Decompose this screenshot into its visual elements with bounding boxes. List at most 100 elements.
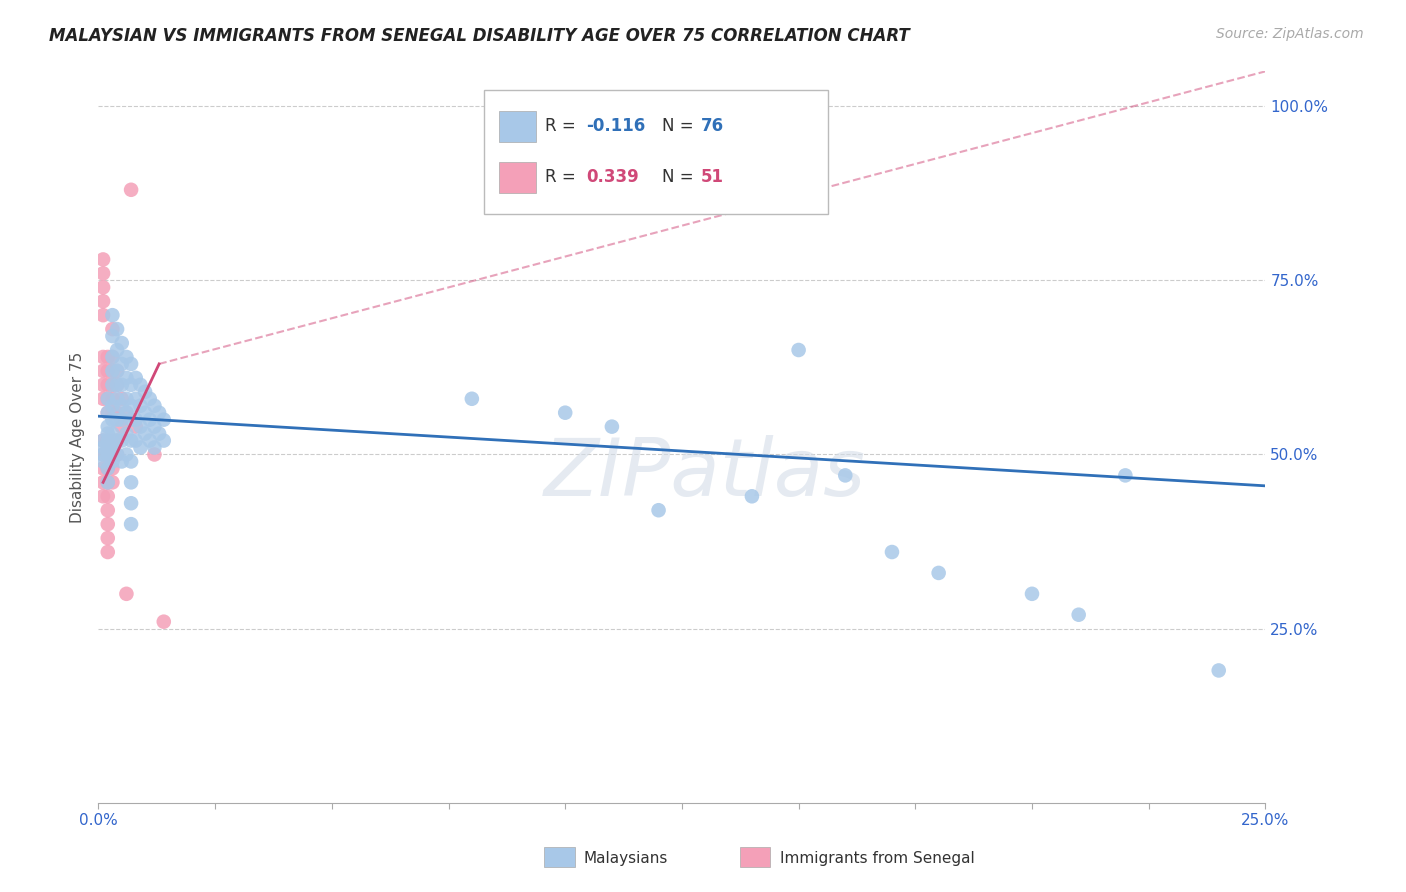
Point bbox=[91, 364, 114, 378]
Point bbox=[101, 392, 124, 406]
Point bbox=[97, 448, 120, 462]
Point bbox=[120, 475, 142, 490]
Text: 76: 76 bbox=[700, 117, 724, 136]
FancyBboxPatch shape bbox=[484, 90, 828, 214]
Point bbox=[125, 412, 148, 426]
Text: N =: N = bbox=[662, 169, 699, 186]
Point bbox=[91, 266, 114, 280]
Point bbox=[741, 489, 763, 503]
Point bbox=[148, 406, 170, 420]
Point bbox=[97, 441, 120, 455]
Point bbox=[134, 406, 156, 420]
Point bbox=[101, 377, 124, 392]
Point bbox=[97, 448, 120, 462]
Point bbox=[91, 448, 114, 462]
Point bbox=[91, 448, 114, 462]
Text: Malaysians: Malaysians bbox=[583, 851, 668, 865]
Point bbox=[111, 454, 134, 468]
Y-axis label: Disability Age Over 75: Disability Age Over 75 bbox=[69, 351, 84, 523]
Point bbox=[120, 517, 142, 532]
Point bbox=[105, 377, 128, 392]
Point bbox=[647, 503, 669, 517]
Point bbox=[105, 377, 128, 392]
Text: Source: ZipAtlas.com: Source: ZipAtlas.com bbox=[1216, 27, 1364, 41]
Point bbox=[101, 406, 124, 420]
Point bbox=[91, 461, 114, 475]
Point bbox=[101, 454, 124, 468]
Point bbox=[139, 412, 162, 426]
Point bbox=[120, 496, 142, 510]
Text: -0.116: -0.116 bbox=[586, 117, 645, 136]
Point bbox=[97, 475, 120, 490]
Point bbox=[97, 475, 120, 490]
Point bbox=[91, 350, 114, 364]
Point bbox=[105, 343, 128, 357]
Point bbox=[97, 531, 120, 545]
Point bbox=[97, 419, 120, 434]
Point bbox=[97, 392, 120, 406]
Point bbox=[120, 399, 142, 413]
Text: 0.339: 0.339 bbox=[586, 169, 638, 186]
Point bbox=[143, 419, 166, 434]
Point bbox=[115, 350, 138, 364]
Point bbox=[105, 406, 128, 420]
Point bbox=[105, 448, 128, 462]
Point bbox=[111, 434, 134, 448]
Point bbox=[120, 357, 142, 371]
Point bbox=[101, 434, 124, 448]
FancyBboxPatch shape bbox=[499, 111, 536, 142]
Point bbox=[91, 252, 114, 267]
Point bbox=[115, 392, 138, 406]
Text: N =: N = bbox=[662, 117, 699, 136]
Point bbox=[101, 461, 124, 475]
Point bbox=[111, 392, 134, 406]
Point bbox=[129, 399, 152, 413]
Point bbox=[97, 434, 120, 448]
Point bbox=[1067, 607, 1090, 622]
Point bbox=[91, 454, 114, 468]
Point bbox=[91, 392, 114, 406]
Point bbox=[97, 461, 120, 475]
Point bbox=[101, 475, 124, 490]
Point bbox=[97, 364, 120, 378]
Point bbox=[101, 426, 124, 441]
Point bbox=[97, 461, 120, 475]
Point bbox=[152, 412, 174, 426]
Point bbox=[91, 441, 114, 455]
Point bbox=[101, 350, 124, 364]
Point bbox=[152, 434, 174, 448]
Point bbox=[115, 448, 138, 462]
Point bbox=[105, 412, 128, 426]
Text: 51: 51 bbox=[700, 169, 724, 186]
Point bbox=[1208, 664, 1230, 678]
Point bbox=[139, 392, 162, 406]
Point bbox=[125, 419, 148, 434]
Point bbox=[111, 419, 134, 434]
Point bbox=[101, 322, 124, 336]
Point bbox=[143, 448, 166, 462]
Point bbox=[91, 377, 114, 392]
Point bbox=[91, 280, 114, 294]
Text: MALAYSIAN VS IMMIGRANTS FROM SENEGAL DISABILITY AGE OVER 75 CORRELATION CHART: MALAYSIAN VS IMMIGRANTS FROM SENEGAL DIS… bbox=[49, 27, 910, 45]
Point bbox=[111, 357, 134, 371]
Point bbox=[143, 441, 166, 455]
Point bbox=[143, 399, 166, 413]
Point bbox=[97, 406, 120, 420]
Point bbox=[125, 434, 148, 448]
Point bbox=[101, 448, 124, 462]
Point bbox=[97, 545, 120, 559]
Point bbox=[1114, 468, 1136, 483]
Point bbox=[105, 322, 128, 336]
Point bbox=[600, 419, 623, 434]
Point bbox=[928, 566, 950, 580]
Point bbox=[125, 392, 148, 406]
Point bbox=[101, 364, 124, 378]
Point bbox=[787, 343, 810, 357]
Point bbox=[97, 406, 120, 420]
FancyBboxPatch shape bbox=[499, 162, 536, 193]
Point bbox=[129, 419, 152, 434]
Point bbox=[91, 475, 114, 490]
Point bbox=[105, 434, 128, 448]
Point bbox=[115, 371, 138, 385]
Point bbox=[120, 454, 142, 468]
